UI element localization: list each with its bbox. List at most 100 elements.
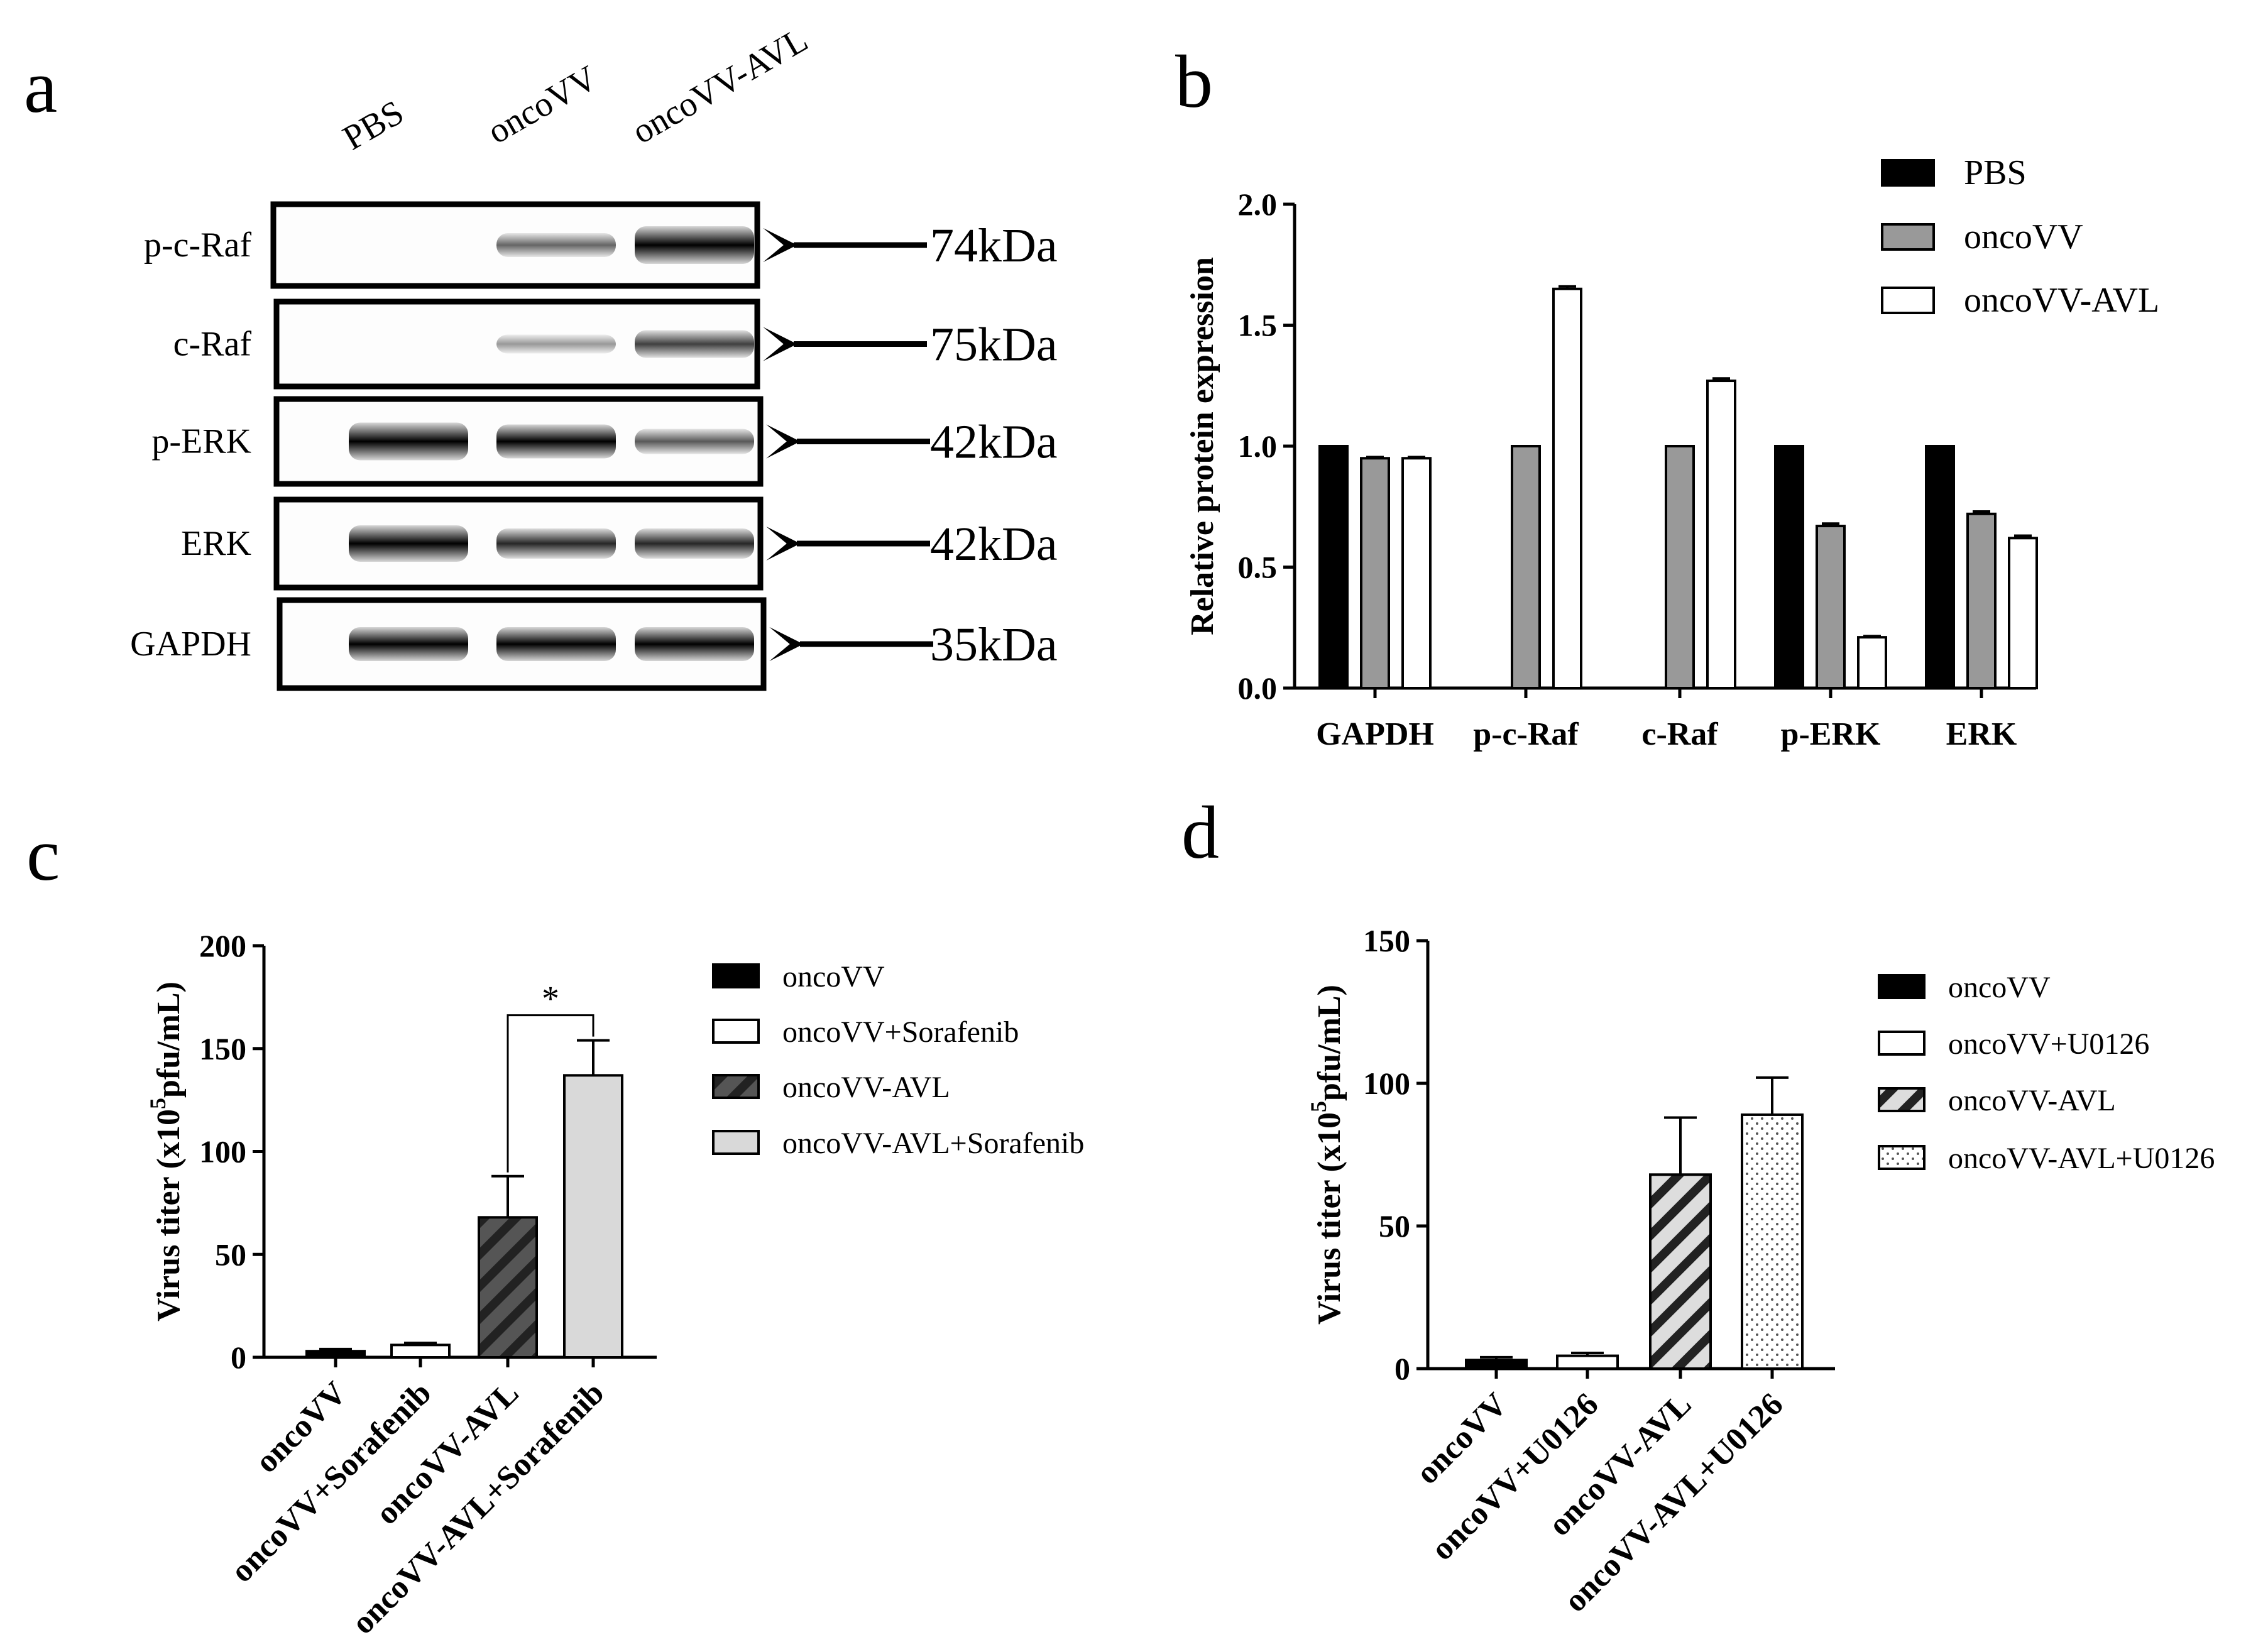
blot-band [635, 429, 754, 454]
panel-letter-a: a [24, 45, 57, 128]
bar [1401, 457, 1432, 689]
legend-label: PBS [1964, 153, 2027, 192]
bar [1556, 1354, 1619, 1371]
kda-label: 42kDa [930, 416, 1058, 469]
y-axis-label: Virus titer (x105pfu/mL) [1306, 985, 1347, 1325]
western-blot: PBS oncoVV oncoVV-AVL p-c-Raf 74kDa c-Raf 75kD… [130, 20, 1058, 691]
protein-label: c-Raf [173, 325, 252, 364]
bar [1552, 287, 1582, 689]
x-tick-label: p-ERK [1781, 716, 1881, 752]
legend-swatch [712, 1074, 760, 1099]
y-axis-label: Virus titer (x105pfu/mL) [145, 982, 187, 1321]
kda-label: 42kDa [930, 518, 1058, 571]
legend-label: oncoVV+Sorafenib [782, 1015, 1019, 1049]
protein-label: GAPDH [130, 625, 251, 664]
bar [390, 1343, 451, 1359]
bar [1925, 445, 1955, 689]
y-tick-label: 50 [1379, 1208, 1410, 1244]
legend-swatch [1878, 1145, 1926, 1170]
blot-band [496, 334, 616, 354]
blot-band [496, 424, 616, 459]
bar [1511, 445, 1541, 689]
panel-letter-d: d [1181, 791, 1219, 874]
legend-label: oncoVV [1948, 971, 2051, 1004]
legend-label: oncoVV-AVL [1948, 1084, 2116, 1117]
legend-swatch [712, 1130, 760, 1155]
protein-label: ERK [181, 524, 251, 563]
y-tick-label: 100 [199, 1134, 246, 1169]
chart-b: 0.0 0.5 1.0 1.5 2.0 Relative protein expressi… [1185, 153, 2159, 752]
blot-band [635, 528, 754, 559]
legend-label: oncoVV+U0126 [1948, 1027, 2149, 1061]
legend-label: oncoVV-AVL+U0126 [1948, 1142, 2215, 1175]
bar [2008, 537, 2038, 689]
lane-label: oncoVV [481, 58, 604, 152]
bar [1649, 1173, 1712, 1371]
blot-band [635, 330, 754, 358]
kda-label: 74kDa [930, 219, 1058, 272]
blot-band [349, 627, 468, 661]
y-tick-label: 50 [215, 1237, 246, 1272]
significance-bracket [507, 1014, 594, 1173]
legend-swatch [1878, 974, 1926, 999]
legend-swatch [1881, 223, 1935, 251]
blot-band [349, 525, 468, 562]
bar [1665, 445, 1695, 689]
y-tick-label: 1.0 [1238, 429, 1278, 464]
legend-swatch [1881, 287, 1935, 314]
y-tick-label: 0 [231, 1340, 246, 1375]
legend-swatch [712, 963, 760, 988]
y-tick-label: 0.0 [1238, 670, 1278, 706]
y-tick-label: 150 [199, 1031, 246, 1066]
x-tick-label: ERK [1946, 716, 2017, 752]
significance-label: * [542, 980, 559, 1019]
legend-swatch [1881, 159, 1935, 187]
y-axis-label: Relative protein expression [1185, 257, 1220, 635]
panel-letter-c: c [26, 813, 60, 896]
y-tick-label: 2.0 [1238, 187, 1278, 222]
bar [1857, 636, 1887, 690]
blot-band [635, 627, 754, 661]
legend-label: oncoVV-AVL [1964, 281, 2159, 320]
kda-label: 75kDa [930, 319, 1058, 371]
legend-swatch [712, 1019, 760, 1044]
chart-c: 0 50 100 150 200 Virus titer (x105pfu/mL) onco… [145, 928, 1084, 1641]
protein-label: p-ERK [151, 422, 251, 461]
lane-label: oncoVV-AVL [626, 20, 814, 151]
legend-label: oncoVV [782, 960, 885, 993]
legend-label: oncoVV-AVL [782, 1071, 950, 1104]
bar [1741, 1113, 1804, 1370]
blot-band [349, 422, 468, 461]
blot-band [496, 528, 616, 559]
x-tick-label: GAPDH [1316, 716, 1434, 752]
x-tick-label: c-Raf [1641, 716, 1718, 752]
blot-band [496, 233, 616, 257]
bar [1774, 445, 1804, 689]
y-tick-label: 0.5 [1238, 550, 1278, 585]
lane-label: PBS [337, 93, 410, 158]
chart-d: 0 50 100 150 Virus titer (x105pfu/mL) oncoVV o… [1306, 923, 2215, 1619]
legend-label: oncoVV [1964, 217, 2083, 256]
bar [305, 1350, 366, 1359]
x-tick-label: oncoVV+U0126 [1424, 1386, 1605, 1567]
y-tick-label: 100 [1363, 1066, 1410, 1101]
legend-swatch [1878, 1087, 1926, 1112]
protein-label: p-c-Raf [144, 226, 251, 265]
y-tick-label: 150 [1363, 923, 1410, 958]
bar [1706, 380, 1736, 689]
blot-band [635, 226, 754, 264]
bar [1816, 525, 1846, 689]
bar [563, 1074, 623, 1359]
legend-swatch [1878, 1031, 1926, 1056]
kda-label: 35kDa [930, 618, 1058, 671]
bar [1465, 1359, 1528, 1370]
bar [1360, 457, 1390, 689]
bar [478, 1216, 538, 1359]
bar [1966, 512, 1997, 689]
panel-letter-b: b [1175, 40, 1213, 123]
y-tick-label: 1.5 [1238, 308, 1278, 343]
bar [1318, 445, 1349, 689]
x-tick-label: p-c-Raf [1473, 716, 1579, 752]
legend-label: oncoVV-AVL+Sorafenib [782, 1127, 1084, 1160]
